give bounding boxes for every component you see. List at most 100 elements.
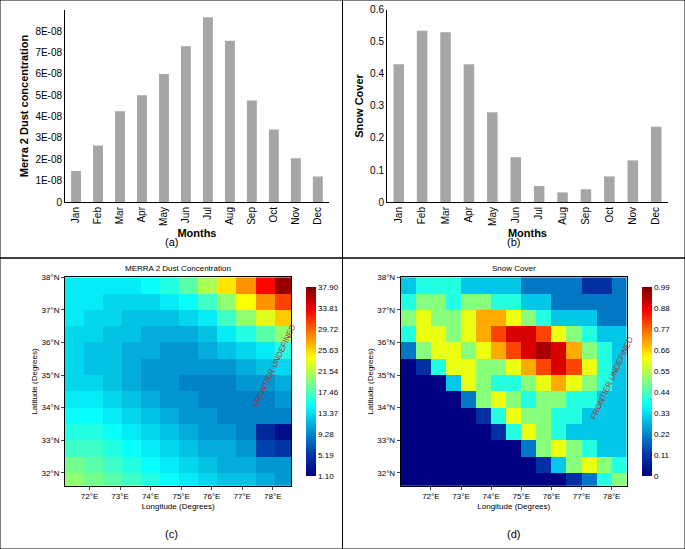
svg-text:Snow Cover: Snow Cover [492, 264, 536, 273]
svg-text:Jun: Jun [510, 207, 521, 223]
svg-text:8E-08: 8E-08 [35, 26, 62, 37]
svg-text:Merra 2 Dust concentration: Merra 2 Dust concentration [18, 34, 30, 177]
svg-text:77°E: 77°E [573, 492, 590, 501]
svg-text:Nov: Nov [627, 207, 638, 225]
svg-text:0: 0 [57, 197, 63, 208]
svg-text:2E-08: 2E-08 [35, 154, 62, 165]
svg-text:6E-08: 6E-08 [35, 68, 62, 79]
svg-text:5E-08: 5E-08 [35, 90, 62, 101]
svg-text:0.3: 0.3 [370, 100, 384, 111]
svg-text:1E-08: 1E-08 [35, 175, 62, 186]
svg-text:36°N: 36°N [377, 338, 395, 347]
svg-text:MERRA 2 Dust Concentration: MERRA 2 Dust Concentration [125, 264, 231, 273]
svg-text:Sep: Sep [580, 207, 591, 225]
svg-text:Jan: Jan [70, 207, 81, 223]
svg-text:0.4: 0.4 [370, 68, 384, 79]
svg-text:76°E: 76°E [543, 492, 560, 501]
svg-text:34°N: 34°N [42, 403, 60, 412]
svg-text:0.11: 0.11 [654, 451, 670, 460]
svg-text:Mar: Mar [440, 206, 451, 224]
svg-text:72°E: 72°E [422, 492, 439, 501]
svg-text:37°N: 37°N [42, 306, 60, 315]
svg-text:Oct: Oct [268, 207, 279, 223]
svg-text:Oct: Oct [604, 207, 615, 223]
svg-text:21.54: 21.54 [318, 367, 339, 376]
svg-text:75°E: 75°E [172, 492, 189, 501]
svg-text:Jul: Jul [202, 207, 213, 220]
svg-text:72°E: 72°E [81, 492, 98, 501]
svg-text:Feb: Feb [416, 207, 427, 225]
svg-text:0: 0 [654, 472, 659, 481]
svg-text:Latitude (Degrees): Latitude (Degrees) [30, 348, 39, 415]
svg-text:0.22: 0.22 [654, 430, 670, 439]
svg-text:38°N: 38°N [42, 273, 60, 282]
svg-text:17.46: 17.46 [318, 388, 339, 397]
svg-text:(b): (b) [507, 236, 520, 248]
svg-text:Aug: Aug [224, 207, 235, 225]
svg-text:0.5: 0.5 [370, 36, 384, 47]
svg-text:7E-08: 7E-08 [35, 47, 62, 58]
svg-text:FRONTIER UNDEFINED: FRONTIER UNDEFINED [589, 335, 635, 420]
svg-text:32°N: 32°N [42, 469, 60, 478]
svg-text:35°N: 35°N [42, 371, 60, 380]
svg-text:13.37: 13.37 [318, 409, 339, 418]
svg-text:0.55: 0.55 [654, 367, 670, 376]
svg-text:Jan: Jan [393, 207, 404, 223]
svg-text:38°N: 38°N [377, 273, 395, 282]
svg-text:Jul: Jul [533, 207, 544, 220]
svg-text:May: May [487, 207, 498, 226]
svg-text:0.6: 0.6 [370, 4, 384, 15]
svg-text:73°E: 73°E [111, 492, 128, 501]
svg-text:32°N: 32°N [377, 469, 395, 478]
svg-text:(d): (d) [507, 528, 520, 540]
svg-text:0.99: 0.99 [654, 283, 670, 292]
svg-text:(a): (a) [165, 236, 178, 248]
svg-text:Mar: Mar [114, 206, 125, 224]
svg-text:May: May [158, 207, 169, 226]
svg-text:Apr: Apr [136, 206, 147, 222]
svg-text:4E-08: 4E-08 [35, 111, 62, 122]
svg-text:78°E: 78°E [264, 492, 281, 501]
svg-text:0.33: 0.33 [654, 409, 670, 418]
svg-text:Jun: Jun [180, 207, 191, 223]
svg-text:0.66: 0.66 [654, 346, 670, 355]
svg-text:0.44: 0.44 [654, 388, 670, 397]
svg-text:Longitude (Degrees): Longitude (Degrees) [142, 502, 215, 511]
svg-text:76°E: 76°E [203, 492, 220, 501]
svg-text:Nov: Nov [290, 207, 301, 225]
svg-text:0: 0 [378, 197, 384, 208]
svg-text:0.88: 0.88 [654, 304, 670, 313]
svg-text:37°N: 37°N [377, 306, 395, 315]
svg-text:25.63: 25.63 [318, 346, 339, 355]
svg-text:75°E: 75°E [513, 492, 530, 501]
svg-text:33.81: 33.81 [318, 304, 339, 313]
svg-text:Longitude (Degrees): Longitude (Degrees) [477, 502, 550, 511]
svg-text:Feb: Feb [92, 207, 103, 225]
svg-text:29.72: 29.72 [318, 325, 339, 334]
svg-text:Months: Months [508, 227, 547, 239]
svg-text:(c): (c) [165, 528, 178, 540]
svg-text:0.1: 0.1 [370, 165, 384, 176]
svg-text:Dec: Dec [312, 207, 323, 225]
svg-text:Sep: Sep [246, 207, 257, 225]
svg-text:33°N: 33°N [42, 436, 60, 445]
svg-text:Months: Months [177, 227, 216, 239]
svg-text:35°N: 35°N [377, 371, 395, 380]
svg-text:36°N: 36°N [42, 338, 60, 347]
svg-text:5.19: 5.19 [318, 451, 334, 460]
svg-text:78°E: 78°E [603, 492, 620, 501]
svg-text:77°E: 77°E [234, 492, 251, 501]
svg-text:74°E: 74°E [142, 492, 159, 501]
svg-text:Apr: Apr [463, 206, 474, 222]
svg-text:Snow Cover: Snow Cover [353, 73, 365, 137]
svg-text:1.10: 1.10 [318, 472, 334, 481]
svg-text:37.90: 37.90 [318, 283, 339, 292]
svg-text:9.28: 9.28 [318, 430, 334, 439]
svg-text:73°E: 73°E [452, 492, 469, 501]
svg-text:Aug: Aug [557, 207, 568, 225]
svg-text:Latitude (Degrees): Latitude (Degrees) [366, 348, 375, 415]
svg-text:0.2: 0.2 [370, 132, 384, 143]
svg-text:34°N: 34°N [377, 403, 395, 412]
svg-text:0.77: 0.77 [654, 325, 670, 334]
svg-text:Dec: Dec [650, 207, 661, 225]
